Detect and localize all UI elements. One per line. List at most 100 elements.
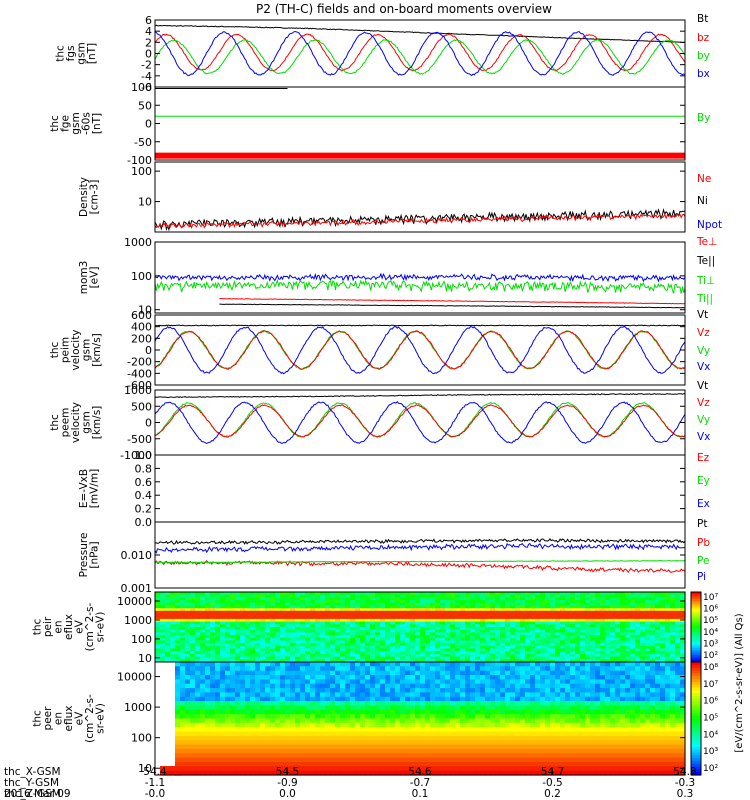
spectrogram-cell bbox=[555, 632, 561, 636]
spectrogram-cell bbox=[360, 651, 366, 655]
spectrogram-cell bbox=[335, 683, 341, 689]
spectrogram-cell bbox=[505, 632, 511, 636]
spectrogram-cell bbox=[595, 718, 601, 724]
spectrogram-cell bbox=[215, 613, 221, 617]
spectrogram-cell bbox=[505, 602, 511, 607]
spectrogram-cell bbox=[320, 613, 326, 617]
spectrogram-cell bbox=[330, 735, 336, 741]
spectrogram-cell bbox=[340, 597, 346, 601]
spectrogram-cell bbox=[460, 740, 466, 746]
spectrogram-cell bbox=[620, 635, 626, 639]
spectrogram-cell bbox=[480, 696, 486, 702]
spectrogram-cell bbox=[360, 740, 366, 746]
spectrogram-cell bbox=[625, 675, 631, 680]
spectrogram-cell bbox=[610, 597, 616, 601]
spectrogram-cell bbox=[515, 605, 521, 609]
spectrogram-cell bbox=[475, 653, 481, 658]
ytick-label: 10 bbox=[138, 196, 152, 209]
spectrogram-cell bbox=[460, 637, 466, 642]
spectrogram-cell bbox=[440, 659, 446, 663]
spectrogram-cell bbox=[435, 645, 441, 650]
spectrogram-cell bbox=[240, 640, 246, 644]
spectrogram-cell bbox=[430, 618, 436, 623]
spectrogram-cell bbox=[235, 627, 241, 631]
spectrogram-cell bbox=[520, 670, 526, 676]
spectrogram-cell bbox=[430, 643, 436, 647]
spectrogram-cell bbox=[645, 602, 651, 607]
spectrogram-cell bbox=[165, 643, 171, 647]
spectrogram-cell bbox=[570, 662, 576, 667]
spectrogram-cell bbox=[295, 696, 301, 702]
series-Te_perp bbox=[219, 297, 686, 305]
spectrogram-cell bbox=[370, 705, 376, 711]
spectrogram-cell bbox=[575, 718, 581, 724]
spectrogram-cell bbox=[160, 624, 166, 628]
spectrogram-cell bbox=[640, 627, 646, 631]
spectrogram-cell bbox=[205, 727, 211, 733]
spectrogram-cell bbox=[650, 637, 656, 642]
spectrogram-cell bbox=[625, 602, 631, 607]
spectrogram-cell bbox=[535, 662, 541, 667]
spectrogram-cell bbox=[600, 608, 606, 612]
spectrogram-cell bbox=[680, 731, 686, 737]
spectrogram-cell bbox=[485, 648, 491, 652]
spectrogram-cell bbox=[340, 635, 346, 639]
spectrogram-cell bbox=[455, 675, 461, 680]
spectrogram-cell bbox=[670, 735, 676, 741]
spectrogram-cell bbox=[535, 709, 541, 715]
spectrogram-cell bbox=[525, 618, 531, 623]
spectrogram-cell bbox=[290, 635, 296, 639]
spectrogram-cell bbox=[550, 605, 556, 609]
spectrogram-cell bbox=[425, 610, 431, 615]
spectrogram-cell bbox=[565, 731, 571, 737]
spectrogram-cell bbox=[320, 605, 326, 609]
spectrogram-cell bbox=[510, 718, 516, 724]
spectrogram-cell bbox=[575, 629, 581, 633]
spectrogram-cell bbox=[565, 727, 571, 733]
spectrogram-cell bbox=[270, 735, 276, 741]
spectrogram-cell bbox=[475, 731, 481, 737]
spectrogram-cell bbox=[335, 624, 341, 628]
spectrogram-cell bbox=[280, 629, 286, 633]
spectrogram-cell bbox=[430, 610, 436, 615]
spectrogram-cell bbox=[325, 613, 331, 617]
spectrogram-cell bbox=[345, 659, 351, 663]
spectrogram-cell bbox=[330, 692, 336, 698]
spectrogram-cell bbox=[235, 679, 241, 685]
spectrogram-cell bbox=[275, 714, 281, 720]
spectrogram-cell bbox=[310, 670, 316, 676]
spectrogram-cell bbox=[530, 597, 536, 601]
spectrogram-cell bbox=[240, 731, 246, 737]
spectrogram-cell bbox=[600, 602, 606, 607]
spectrogram-cell bbox=[610, 692, 616, 698]
spectrogram-cell bbox=[670, 731, 676, 737]
spectrogram-cell bbox=[230, 608, 236, 612]
spectrogram-cell bbox=[545, 621, 551, 625]
spectrogram-cell bbox=[570, 683, 576, 689]
spectrogram-cell bbox=[155, 635, 161, 639]
spectrogram-cell bbox=[410, 701, 416, 706]
spectrogram-cell bbox=[485, 659, 491, 663]
spectrogram-cell bbox=[270, 651, 276, 655]
legend-Ez: Ez bbox=[697, 452, 710, 464]
spectrogram-cell bbox=[390, 656, 396, 660]
spectrogram-cell bbox=[375, 701, 381, 706]
spectrogram-cell bbox=[365, 701, 371, 706]
spectrogram-cell bbox=[645, 688, 651, 693]
spectrogram-cell bbox=[250, 645, 256, 650]
spectrogram-cell bbox=[160, 656, 166, 660]
ytick-label: 1000 bbox=[124, 236, 152, 249]
spectrogram-cell bbox=[495, 735, 501, 741]
spectrogram-cell bbox=[230, 605, 236, 609]
spectrogram-cell bbox=[265, 624, 271, 628]
spectrogram-cell bbox=[495, 683, 501, 689]
spectrogram-cell bbox=[385, 637, 391, 642]
legend-Pi: Pi bbox=[697, 571, 706, 583]
spectrogram-cell bbox=[420, 597, 426, 601]
spectrogram-cell bbox=[590, 645, 596, 650]
spectrogram-cell bbox=[650, 602, 656, 607]
spectrogram-cell bbox=[620, 683, 626, 689]
spectrogram-cell bbox=[640, 640, 646, 644]
spectrogram-cell bbox=[430, 645, 436, 650]
spectrogram-cell bbox=[530, 709, 536, 715]
